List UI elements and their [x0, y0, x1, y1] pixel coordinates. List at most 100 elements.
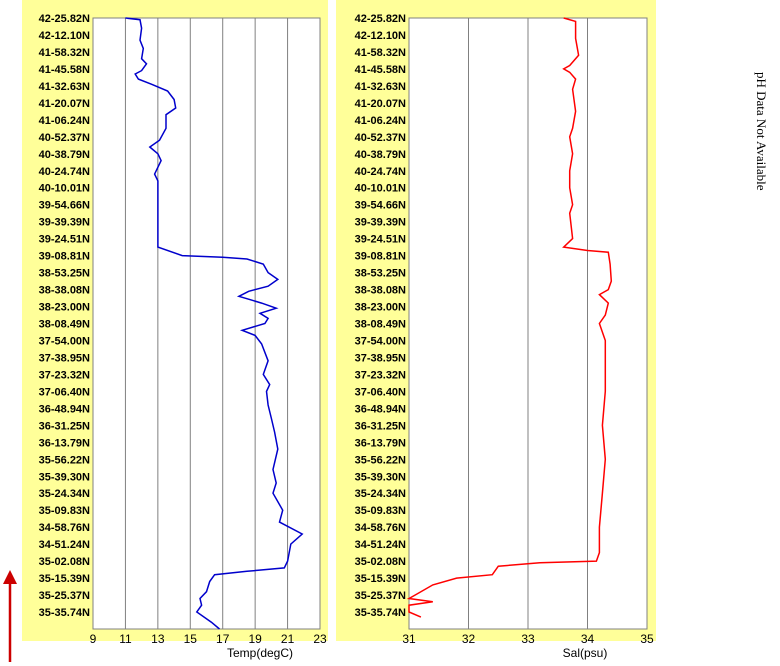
- sal-x-axis-title: Sal(psu): [563, 646, 608, 660]
- sal-series-line: [406, 17, 613, 618]
- temp-plot-area: [92, 17, 321, 630]
- temp-y-tick-label: 35-09.83N: [39, 505, 90, 517]
- temp-y-tick-label: 35-25.37N: [39, 590, 90, 602]
- sal-x-tick-label: 32: [462, 632, 476, 646]
- temp-y-tick-label: 39-54.66N: [39, 200, 90, 212]
- temp-y-tick-label: 41-20.07N: [39, 98, 90, 110]
- sal-y-tick-label: 34-51.24N: [355, 539, 406, 551]
- temp-y-tick-label: 35-35.74N: [39, 607, 90, 619]
- sal-y-tick-label: 39-24.51N: [355, 234, 406, 246]
- temp-x-tick-label: 9: [90, 632, 97, 646]
- sal-y-tick-label: 35-25.37N: [355, 590, 406, 602]
- sal-y-tick-label: 40-10.01N: [355, 183, 406, 195]
- sal-y-tick-label: 37-38.95N: [355, 352, 406, 364]
- sal-y-tick-label: 35-02.08N: [355, 556, 406, 568]
- sal-y-tick-label: 35-56.22N: [355, 454, 406, 466]
- temp-x-tick-label: 21: [281, 632, 295, 646]
- sal-y-tick-label: 41-20.07N: [355, 98, 406, 110]
- temp-x-tick-label: 13: [151, 632, 165, 646]
- temp-y-tick-label: 37-38.95N: [39, 352, 90, 364]
- sal-y-tick-label: 38-08.49N: [355, 319, 406, 331]
- sal-y-tick-label: 35-15.39N: [355, 573, 406, 585]
- temp-panel: 42-25.82N 42-12.10N 41-58.32N 41-45.58N 41-3…: [22, 0, 328, 660]
- ph-unavailable-note: pH Data Not Available: [754, 72, 769, 191]
- temp-y-tick-label: 41-45.58N: [39, 64, 90, 76]
- temp-y-tick-label: 36-48.94N: [39, 403, 90, 415]
- sal-y-tick-label: 34-58.76N: [355, 522, 406, 534]
- sal-panel: 42-25.82N 42-12.10N 41-58.32N 41-45.58N 41-3…: [336, 0, 656, 660]
- sal-y-tick-label: 39-39.39N: [355, 217, 406, 229]
- temp-y-tick-label: 38-38.08N: [39, 285, 90, 297]
- sal-y-tick-label: 42-25.82N: [355, 13, 406, 25]
- temp-y-tick-label: 40-10.01N: [39, 183, 90, 195]
- temp-y-tick-label: 38-08.49N: [39, 319, 90, 331]
- temp-y-tick-label: 42-25.82N: [39, 13, 90, 25]
- sal-y-tick-label: 40-24.74N: [355, 166, 406, 178]
- temp-y-tick-label: 35-02.08N: [39, 556, 90, 568]
- sal-y-tick-label: 38-23.00N: [355, 302, 406, 314]
- temp-x-tick-label: 23: [313, 632, 327, 646]
- sal-y-tick-label: 37-54.00N: [355, 335, 406, 347]
- temp-y-tick-label: 38-23.00N: [39, 302, 90, 314]
- temp-y-tick-label: 39-39.39N: [39, 217, 90, 229]
- sal-y-tick-label: 41-06.24N: [355, 115, 406, 127]
- temp-x-tick-label: 19: [248, 632, 262, 646]
- sal-gridlines: [468, 18, 588, 629]
- sal-y-tick-label: 35-24.34N: [355, 488, 406, 500]
- temp-series-line: [125, 17, 304, 630]
- temp-y-tick-label: 41-58.32N: [39, 47, 90, 59]
- sal-y-axis-labels: 42-25.82N 42-12.10N 41-58.32N 41-45.58N 41-3…: [355, 13, 406, 619]
- temp-y-tick-label: 35-24.34N: [39, 488, 90, 500]
- sal-x-axis-ticks: 31 32 33 34 35: [402, 632, 654, 646]
- sal-y-tick-label: 39-54.66N: [355, 200, 406, 212]
- temp-y-tick-label: 34-51.24N: [39, 539, 90, 551]
- temp-y-tick-label: 40-24.74N: [39, 166, 90, 178]
- sal-y-tick-label: 38-53.25N: [355, 268, 406, 280]
- temp-y-tick-label: 35-56.22N: [39, 454, 90, 466]
- sal-x-tick-label: 31: [402, 632, 416, 646]
- temp-y-tick-label: 37-06.40N: [39, 386, 90, 398]
- sal-y-tick-label: 40-38.79N: [355, 149, 406, 161]
- sal-y-tick-label: 37-06.40N: [355, 386, 406, 398]
- sal-y-tick-label: 41-45.58N: [355, 64, 406, 76]
- temp-y-axis-labels: 42-25.82N 42-12.10N 41-58.32N 41-45.58N 41-3…: [39, 13, 90, 619]
- sal-y-tick-label: 35-09.83N: [355, 505, 406, 517]
- sal-y-tick-label: 36-48.94N: [355, 403, 406, 415]
- sal-y-tick-label: 37-23.32N: [355, 369, 406, 381]
- temp-y-tick-label: 38-53.25N: [39, 268, 90, 280]
- sal-y-tick-label: 38-38.08N: [355, 285, 406, 297]
- sal-y-tick-label: 42-12.10N: [355, 30, 406, 42]
- up-arrow-icon: [3, 570, 17, 662]
- sal-y-tick-label: 41-32.63N: [355, 81, 406, 93]
- temp-y-tick-label: 40-38.79N: [39, 149, 90, 161]
- temp-y-tick-label: 41-32.63N: [39, 81, 90, 93]
- sal-y-tick-label: 35-35.74N: [355, 607, 406, 619]
- temp-y-tick-label: 34-58.76N: [39, 522, 90, 534]
- sal-y-tick-label: 36-31.25N: [355, 420, 406, 432]
- temp-y-tick-label: 39-24.51N: [39, 234, 90, 246]
- temp-y-tick-label: 35-15.39N: [39, 573, 90, 585]
- temp-y-tick-label: 36-31.25N: [39, 420, 90, 432]
- temp-x-axis-title: Temp(degC): [227, 646, 293, 660]
- sal-x-tick-label: 34: [581, 632, 595, 646]
- sal-y-tick-label: 41-58.32N: [355, 47, 406, 59]
- sal-y-tick-label: 39-08.81N: [355, 251, 406, 263]
- sal-y-tick-label: 35-39.30N: [355, 471, 406, 483]
- temp-y-tick-label: 37-23.32N: [39, 369, 90, 381]
- temp-x-tick-label: 15: [184, 632, 198, 646]
- sal-y-tick-label: 36-13.79N: [355, 437, 406, 449]
- temp-y-tick-label: 37-54.00N: [39, 335, 90, 347]
- temp-y-tick-label: 41-06.24N: [39, 115, 90, 127]
- temp-y-tick-label: 42-12.10N: [39, 30, 90, 42]
- temp-y-tick-label: 36-13.79N: [39, 437, 90, 449]
- temp-y-tick-label: 40-52.37N: [39, 132, 90, 144]
- temp-x-tick-label: 17: [216, 632, 230, 646]
- temp-x-axis-ticks: 9 11 13 15 17 19 21 23: [90, 632, 327, 646]
- temp-x-tick-label: 11: [119, 632, 132, 646]
- sal-x-tick-label: 33: [521, 632, 535, 646]
- temp-y-tick-label: 35-39.30N: [39, 471, 90, 483]
- temp-y-tick-label: 39-08.81N: [39, 251, 90, 263]
- sal-y-tick-label: 40-52.37N: [355, 132, 406, 144]
- sal-x-tick-label: 35: [640, 632, 654, 646]
